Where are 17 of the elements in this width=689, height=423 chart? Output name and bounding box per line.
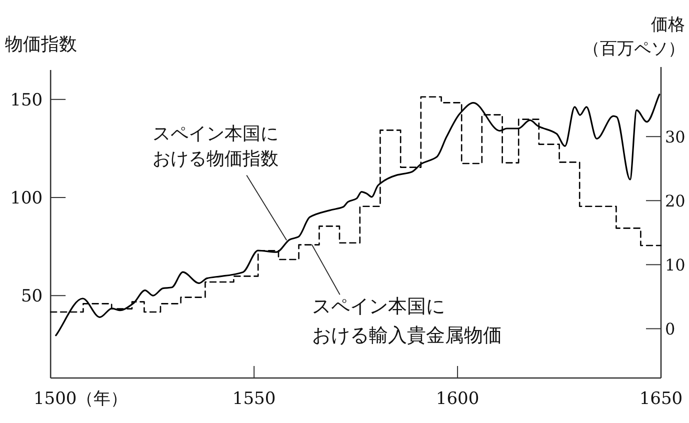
y2-tick-label: 20: [665, 192, 686, 211]
annotation: スペイン本国における物価指数: [152, 123, 288, 241]
y-tick-label: 50: [20, 286, 43, 307]
x-tick-label: 1650: [639, 389, 683, 409]
x-tick-label: 1550: [232, 389, 276, 409]
y2-axis-title: 価格（百万ペソ）: [583, 15, 685, 59]
annotation: スペイン本国における物価指数: [152, 123, 279, 170]
y2-tick-label: 30: [665, 128, 686, 147]
y-tick-label: 100: [10, 188, 43, 209]
y2-tick-label: 10: [665, 256, 686, 275]
annotation: スペイン本国における輸入貴金属物価: [311, 244, 502, 347]
x-tick-label: 1600: [436, 389, 480, 409]
y-axis-title: 物価指数: [5, 34, 77, 55]
y2-tick-label: 0: [665, 320, 676, 339]
annotation: スペイン本国における輸入貴金属物価: [312, 296, 502, 347]
x-tick-label: 1500（年）: [33, 389, 128, 409]
y-tick-label: 150: [10, 90, 43, 110]
